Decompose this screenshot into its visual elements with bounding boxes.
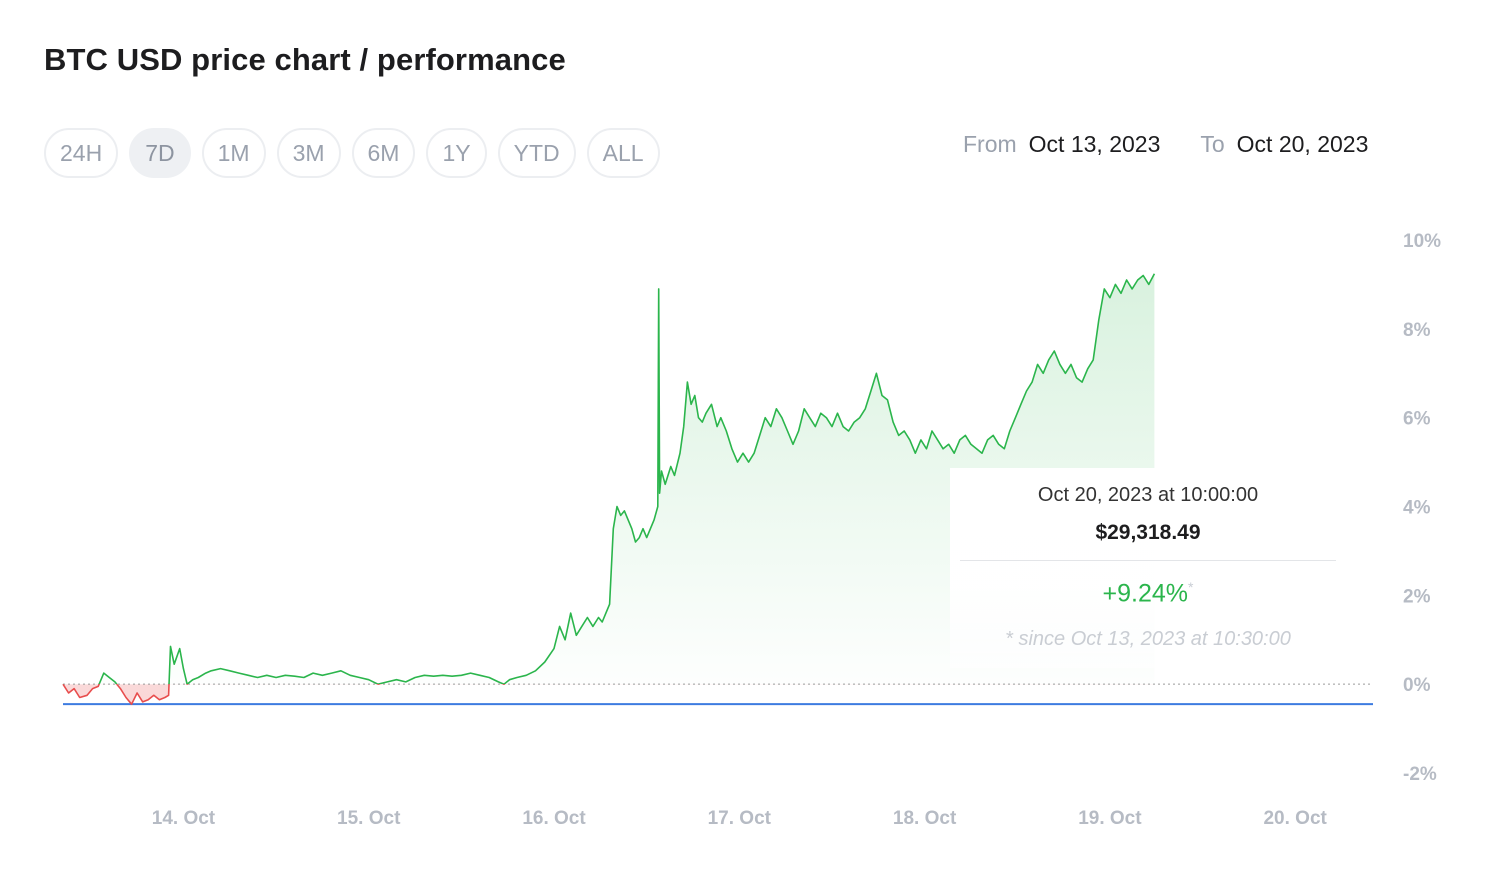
range-button-ytd[interactable]: YTD	[497, 128, 576, 178]
plot-area	[62, 273, 1373, 706]
series-area-positive	[99, 273, 1155, 685]
x-tick-label: 18. Oct	[893, 808, 957, 829]
y-axis: 10% 8% 6% 4% 2% 0% -2%	[1403, 231, 1441, 785]
tooltip-change: +9.24%*	[950, 579, 1346, 608]
y-tick-label: 8%	[1403, 320, 1431, 341]
series-line-positive	[63, 273, 1156, 685]
x-tick-label: 15. Oct	[337, 808, 401, 829]
from-label: From	[963, 131, 1017, 157]
range-button-24h[interactable]: 24H	[44, 128, 119, 178]
x-axis: 14. Oct 15. Oct 16. Oct 17. Oct 18. Oct 19. O…	[152, 808, 1328, 829]
to-label: To	[1200, 131, 1225, 157]
tooltip-price: $29,318.49	[1095, 521, 1201, 544]
range-button-6m[interactable]: 6M	[351, 128, 416, 178]
y-tick-label: 0%	[1403, 675, 1431, 696]
page-title: BTC USD price chart / performance	[44, 42, 566, 77]
y-tick-label: 6%	[1403, 409, 1431, 430]
tooltip-datetime: Oct 20, 2023 at 10:00:00	[1037, 484, 1259, 506]
y-tick-label: 2%	[1403, 586, 1431, 607]
range-button-1y[interactable]: 1Y	[426, 128, 487, 178]
x-tick-label: 20. Oct	[1263, 808, 1327, 829]
x-tick-label: 14. Oct	[152, 808, 216, 829]
x-tick-label: 19. Oct	[1078, 808, 1142, 829]
chart-tooltip: Oct 20, 2023 at 10:00:00 $29,318.49 +9.2…	[950, 468, 1346, 668]
tooltip-divider	[960, 560, 1336, 561]
tooltip-since: * since Oct 13, 2023 at 10:30:00	[1005, 628, 1291, 651]
range-button-7d[interactable]: 7D	[129, 128, 191, 178]
y-tick-label: -2%	[1403, 764, 1437, 785]
tooltip-change-marker: *	[1188, 579, 1194, 595]
x-tick-label: 17. Oct	[708, 808, 772, 829]
date-range: From Oct 13, 2023 To Oct 20, 2023	[963, 131, 1368, 158]
range-button-3m[interactable]: 3M	[276, 128, 341, 178]
from-date-input[interactable]: Oct 13, 2023	[1028, 131, 1161, 157]
x-tick-label: 16. Oct	[522, 808, 586, 829]
to-date-input[interactable]: Oct 20, 2023	[1236, 131, 1369, 157]
range-selector: 24H 7D 1M 3M 6M 1Y YTD ALL	[44, 128, 660, 178]
y-tick-label: 4%	[1403, 498, 1431, 519]
range-button-1m[interactable]: 1M	[201, 128, 266, 178]
y-tick-label: 10%	[1403, 231, 1441, 252]
range-button-all[interactable]: ALL	[586, 128, 660, 178]
tooltip-change-value: +9.24%	[1102, 579, 1189, 608]
